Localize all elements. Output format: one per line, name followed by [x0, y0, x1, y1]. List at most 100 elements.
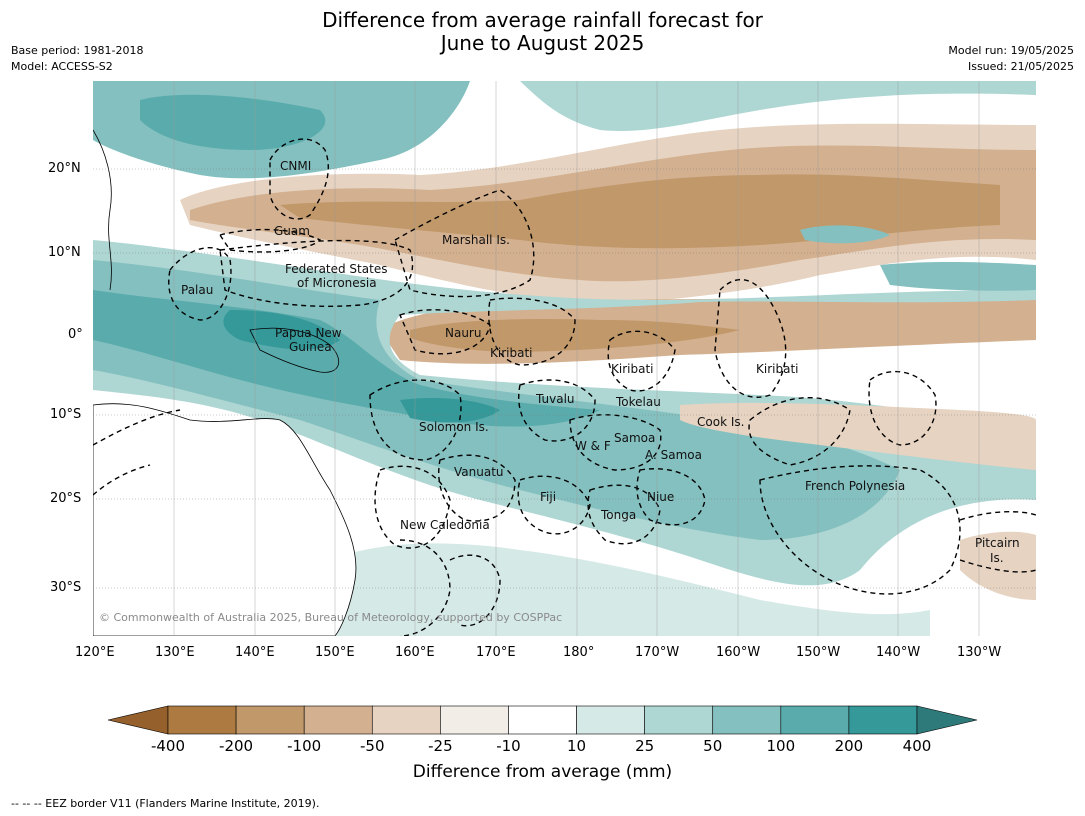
place-label: Palau — [181, 283, 213, 297]
lat-tick: 10°N — [48, 245, 81, 260]
colorbar-cell — [167, 705, 237, 735]
place-label: Guinea — [289, 340, 332, 354]
png-landmass — [249, 327, 340, 373]
colorbar-tick-label: 10 — [566, 737, 587, 755]
lat-tick: 30°S — [50, 580, 82, 595]
southeast-dry-band — [680, 402, 1036, 470]
place-label: Nauru — [445, 326, 481, 340]
colorbar-tick-label: -25 — [428, 737, 453, 755]
lon-tick: 150°E — [315, 645, 355, 660]
eez-borders — [93, 138, 1036, 636]
meta-left: Base period: 1981-2018 Model: ACCESS-S2 — [11, 43, 143, 75]
place-label: Marshall Is. — [442, 233, 510, 247]
lat-tick: 0° — [68, 327, 83, 342]
colorbar-tick-label: -100 — [287, 737, 322, 755]
base-period: Base period: 1981-2018 — [11, 44, 144, 57]
colorbar-tick-label: 50 — [703, 737, 723, 755]
lat-tick: 10°S — [50, 407, 82, 422]
colorbar-tick-label: -50 — [360, 737, 385, 755]
equatorial-wet-core — [223, 310, 340, 350]
colorbar-cell — [780, 705, 850, 735]
equatorial-wet-strong — [93, 290, 600, 427]
colorbar-tick-label: -200 — [219, 737, 254, 755]
colorbar-tick-label: 100 — [766, 737, 796, 755]
place-label: Niue — [647, 490, 674, 504]
chart-title-line1: Difference from average rainfall forecas… — [322, 8, 763, 32]
equatorial-dry-core — [410, 319, 740, 352]
north-wet-region — [93, 81, 1036, 131]
colorbar-cell — [440, 705, 509, 735]
place-label: Federated States — [285, 262, 387, 276]
place-label: W & F — [575, 439, 611, 453]
place-labels: CNMI Guam Marshall Is. Federated States … — [181, 159, 1020, 565]
lat-tick: 20°N — [48, 161, 81, 176]
place-label: Tuvalu — [535, 392, 575, 406]
place-label: Papua New — [275, 326, 342, 340]
rainfall-anomaly-field: CNMI Guam Marshall Is. Federated States … — [93, 81, 1036, 636]
issued-date: Issued: 21/05/2025 — [967, 60, 1074, 73]
place-label: French Polynesia — [805, 479, 905, 493]
place-label: Kiribati — [611, 362, 653, 376]
colorbar-cell — [371, 705, 441, 735]
copyright-notice: © Commonwealth of Australia 2025, Bureau… — [99, 611, 562, 624]
graticule — [93, 168, 1036, 589]
colorbar-tick-label: 400 — [902, 737, 932, 755]
lon-tick: 150°W — [796, 645, 841, 660]
colorbar-cell — [235, 705, 305, 735]
lon-tick: 130°E — [155, 645, 195, 660]
place-label: CNMI — [280, 159, 311, 173]
colorbar-tick-label: -400 — [150, 737, 186, 755]
philippines-coast — [93, 129, 112, 291]
place-label: New Caledonia — [400, 518, 490, 532]
meridians — [173, 81, 980, 636]
lon-tick: 170°E — [476, 645, 516, 660]
place-label: Cook Is. — [697, 415, 744, 429]
east-wet-patch2 — [800, 225, 890, 244]
lon-tick: 130°W — [957, 645, 1002, 660]
colorbar-cell — [508, 705, 577, 735]
place-label: Is. — [990, 551, 1004, 565]
lon-tick: 160°E — [395, 645, 435, 660]
colorbar-high-arrow — [916, 705, 978, 735]
colorbar-title: Difference from average (mm) — [412, 762, 673, 782]
lat-tick: 20°S — [50, 491, 82, 506]
colorbar-tick-label: 200 — [834, 737, 864, 755]
model-name: Model: ACCESS-S2 — [11, 60, 113, 73]
colorbar-cell — [576, 705, 645, 735]
place-label: Samoa — [614, 431, 655, 445]
colorbar-cell — [644, 705, 714, 735]
colorbar-tick-label: -10 — [496, 737, 521, 755]
place-label: Vanuatu — [454, 465, 504, 479]
colorbar-cell — [848, 705, 918, 735]
model-run: Model run: 19/05/2025 — [948, 44, 1074, 57]
east-wet-patch — [880, 261, 1036, 291]
place-label: Tokelau — [615, 395, 661, 409]
equatorial-wet-core2 — [400, 398, 500, 423]
north-wet-strong — [140, 94, 326, 150]
place-label: Fiji — [540, 490, 556, 504]
lon-tick: 180° — [563, 645, 595, 660]
meta-right: Model run: 19/05/2025 Issued: 21/05/2025 — [948, 43, 1074, 75]
colorbar-low-arrow — [107, 705, 169, 735]
eez-footnote: -- -- -- EEZ border V11 (Flanders Marine… — [11, 797, 320, 810]
colorbar-cell — [712, 705, 782, 735]
colorbar-cell — [303, 705, 373, 735]
lon-tick: 160°W — [716, 645, 761, 660]
place-label: Solomon Is. — [419, 420, 489, 434]
place-label: of Micronesia — [297, 276, 377, 290]
place-label: A. Samoa — [645, 448, 702, 462]
lon-tick: 170°W — [635, 645, 680, 660]
place-label: Guam — [274, 224, 310, 238]
lon-tick: 120°E — [75, 645, 115, 660]
colorbar — [107, 705, 978, 735]
place-label: Pitcairn — [975, 536, 1020, 550]
lon-tick: 140°W — [876, 645, 921, 660]
chart-title-line2: June to August 2025 — [440, 31, 645, 55]
place-label: Tonga — [600, 508, 636, 522]
south-pale-wet2 — [330, 543, 930, 636]
place-label: Kiribati — [490, 346, 532, 360]
lon-tick: 140°E — [235, 645, 275, 660]
place-label: Kiribati — [756, 362, 798, 376]
colorbar-tick-label: 25 — [635, 737, 655, 755]
